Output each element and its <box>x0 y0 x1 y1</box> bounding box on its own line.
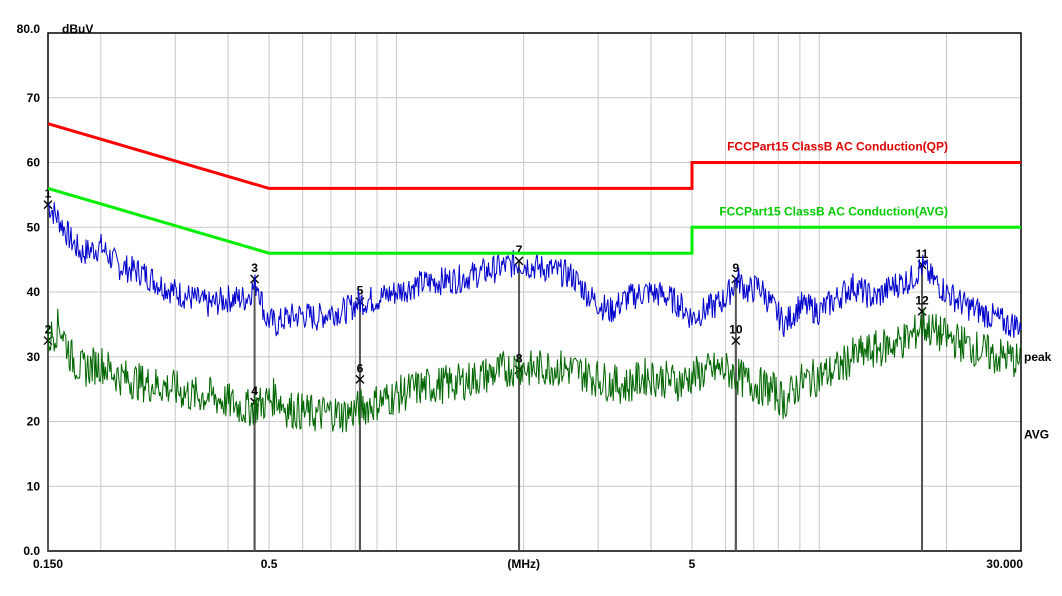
marker-number: 6 <box>357 361 364 375</box>
y-tick-label: 70 <box>27 91 41 105</box>
marker-number: 12 <box>915 293 929 307</box>
marker-number: 8 <box>516 352 523 366</box>
marker-number: 9 <box>733 261 740 275</box>
marker-12: 12 <box>915 293 929 316</box>
limit-line <box>47 186 1021 255</box>
y-unit-label: dBuV <box>62 22 93 36</box>
y-tick-label: 20 <box>27 415 41 429</box>
y-tick-label: 10 <box>27 479 41 493</box>
x-tick-label: (MHz) <box>507 557 540 571</box>
limit-line <box>47 122 1021 190</box>
series-avg-line <box>47 308 1022 433</box>
x-tick-label: 0.150 <box>33 557 63 571</box>
x-tick-label: 0.5 <box>261 557 278 571</box>
marker-10: 10 <box>729 323 743 346</box>
marker-6: 6 <box>355 361 365 384</box>
marker-number: 11 <box>916 247 929 261</box>
y-tick-label: 40 <box>27 285 41 299</box>
x-tick-label: 5 <box>689 557 696 571</box>
y-tick-label: 50 <box>27 220 41 234</box>
marker-number: 4 <box>251 384 258 398</box>
marker-7: 7 <box>514 243 524 266</box>
marker-number: 3 <box>251 261 258 275</box>
y-tick-label: 0.0 <box>23 544 40 558</box>
limit-line-label: FCCPart15 ClassB AC Conduction(AVG) <box>719 204 948 218</box>
y-tick-label: 30 <box>27 350 41 364</box>
series-peak-line <box>47 202 1022 339</box>
series-label: AVG <box>1024 427 1049 441</box>
marker-number: 1 <box>45 187 52 201</box>
x-tick-label: 30.000 <box>986 557 1023 571</box>
marker-number: 7 <box>516 243 523 257</box>
marker-x <box>917 306 927 316</box>
marker-x <box>514 256 524 266</box>
marker-number: 10 <box>729 323 743 337</box>
limit-line-label: FCCPart15 ClassB AC Conduction(QP) <box>727 140 948 154</box>
y-tick-label: 60 <box>27 156 41 170</box>
y-tick-label: 80.0 <box>17 22 41 36</box>
series-label: peak <box>1024 350 1052 364</box>
marker-x <box>731 336 741 346</box>
marker-number: 5 <box>357 284 364 298</box>
marker-x <box>355 374 365 384</box>
